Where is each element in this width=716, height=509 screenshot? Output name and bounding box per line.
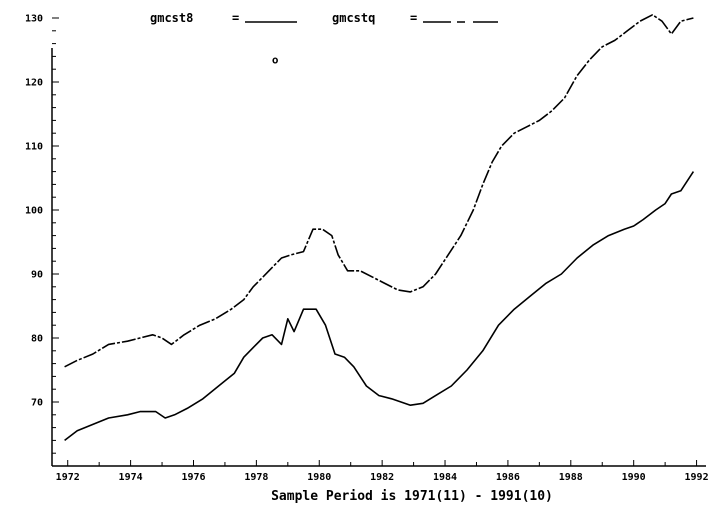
x-tick-label: 1984 xyxy=(433,472,457,483)
y-tick-label: 80 xyxy=(31,334,43,345)
y-tick-label: 120 xyxy=(25,78,43,89)
legend-label-series-2: gmcstq xyxy=(332,11,375,25)
plot-area: 70 80 90 100 110 120 130 1972 1974 1976 1978 1980 19… xyxy=(25,14,709,484)
y-tick-label: 130 xyxy=(25,14,43,25)
y-tick-label: 100 xyxy=(25,206,43,217)
x-axis-label: Sample Period is 1971(11) - 1991(10) xyxy=(271,489,553,504)
legend-label-series-1: gmcst8 xyxy=(150,11,193,25)
x-tick-label: 1980 xyxy=(307,472,331,483)
series-line-gmcst8 xyxy=(64,171,695,442)
x-tick-label: 1976 xyxy=(181,472,205,483)
x-tick-label: 1992 xyxy=(685,472,709,483)
y-tick-label: 110 xyxy=(25,142,43,153)
legend-eq-2: = xyxy=(410,11,417,25)
x-tick-label: 1974 xyxy=(119,472,143,483)
x-tick-label: 1972 xyxy=(56,472,80,483)
x-tick-label: 1982 xyxy=(370,472,394,483)
x-tick-label: 1986 xyxy=(496,472,520,483)
series-line-gmcstq xyxy=(64,14,694,368)
x-tick-label: 1988 xyxy=(559,472,583,483)
annotation-marker: o xyxy=(272,54,279,67)
legend-eq-1: = xyxy=(232,11,239,25)
x-tick-label: 1990 xyxy=(622,472,646,483)
x-tick-label: 1978 xyxy=(244,472,268,483)
y-tick-label: 90 xyxy=(31,270,43,281)
legend: gmcst8 = gmcstq = xyxy=(150,11,498,25)
y-tick-label: 70 xyxy=(31,398,43,409)
